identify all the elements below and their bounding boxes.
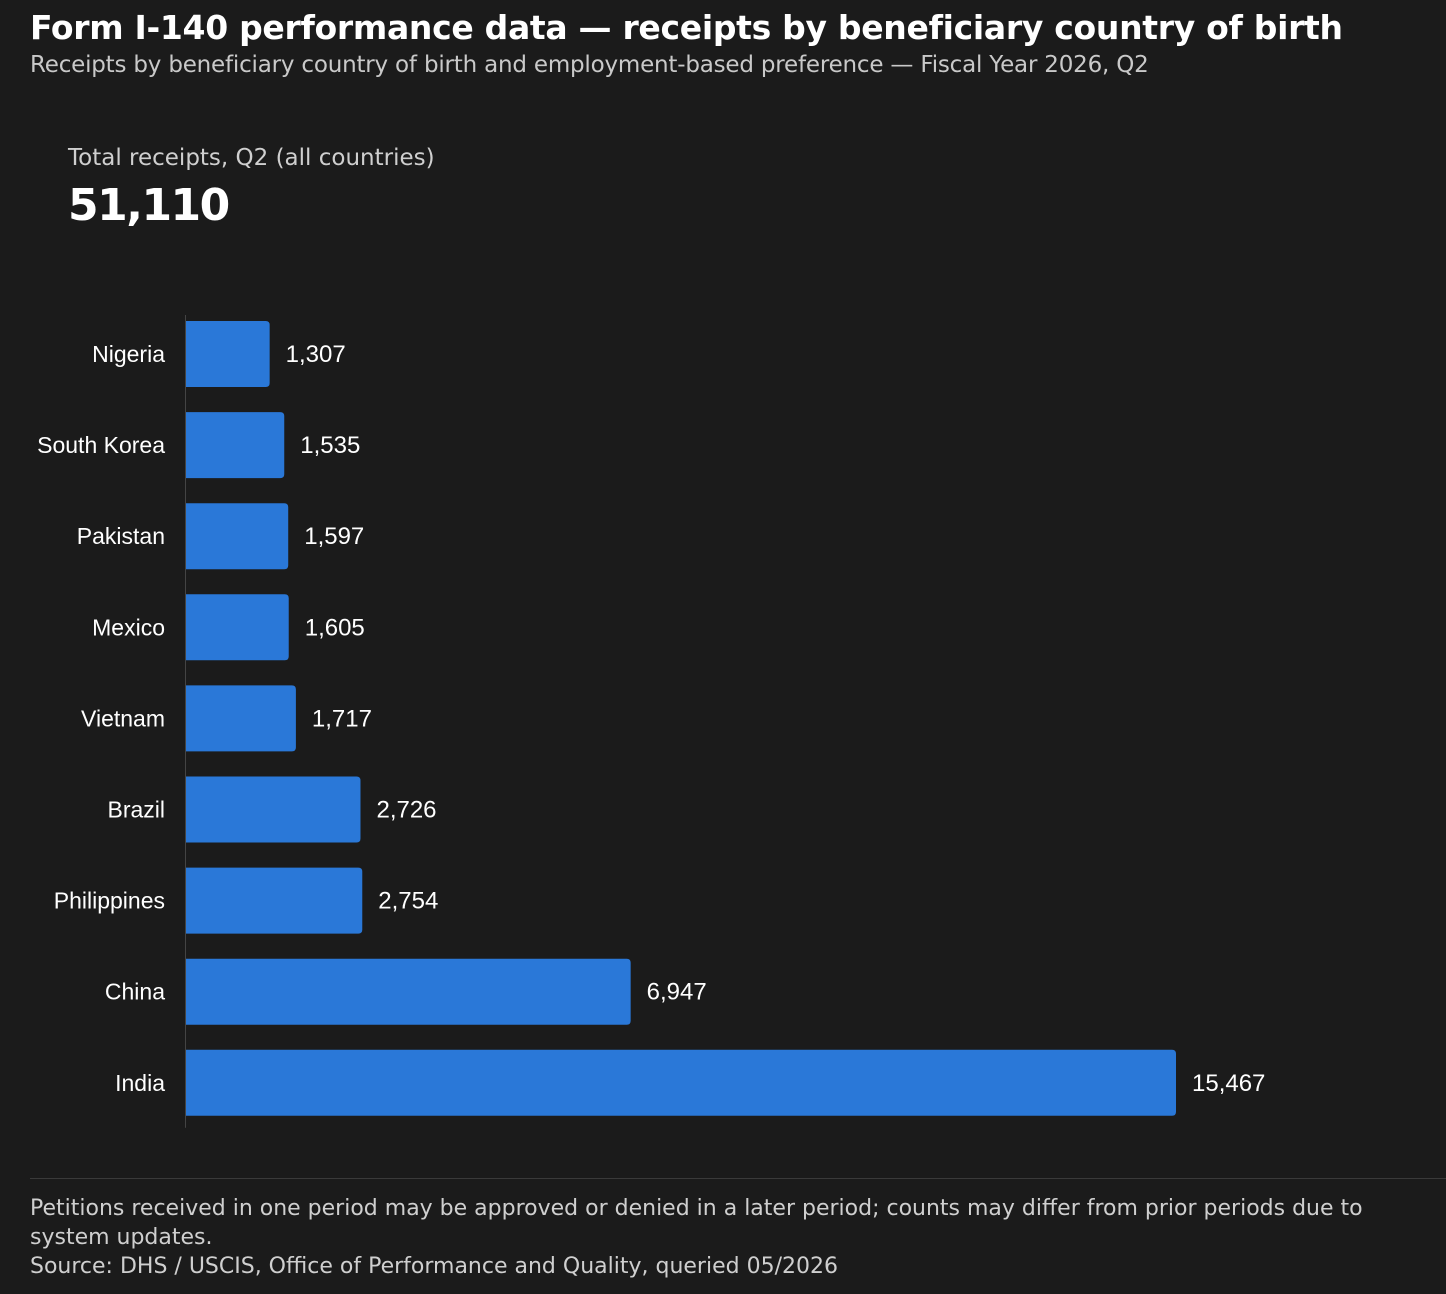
chart-title: Form I-140 performance data — receipts b… xyxy=(30,8,1343,47)
category-label: China xyxy=(105,979,165,1005)
kpi-value: 51,110 xyxy=(68,180,230,231)
footer-divider xyxy=(30,1178,1446,1179)
category-label: Philippines xyxy=(54,888,165,914)
value-label: 2,754 xyxy=(378,888,438,915)
bar xyxy=(186,867,363,934)
value-label: 1,717 xyxy=(312,705,372,732)
bar xyxy=(186,503,289,570)
bar xyxy=(186,1049,1176,1116)
bar xyxy=(186,321,270,387)
kpi-label: Total receipts, Q2 (all countries) xyxy=(68,145,435,171)
value-label: 1,597 xyxy=(304,523,364,550)
footnote: Petitions received in one period may be … xyxy=(30,1196,1363,1250)
value-label: 15,467 xyxy=(1192,1070,1265,1097)
category-label: Pakistan xyxy=(77,523,165,549)
category-label: Mexico xyxy=(92,614,165,640)
category-label: India xyxy=(115,1070,165,1096)
value-label: 1,535 xyxy=(300,432,360,459)
value-label: 6,947 xyxy=(647,979,707,1006)
bar xyxy=(186,776,361,843)
category-label: Nigeria xyxy=(92,341,165,367)
bar xyxy=(186,958,631,1025)
source-note: Source: DHS / USCIS, Office of Performan… xyxy=(30,1254,838,1279)
category-label: Brazil xyxy=(107,797,165,823)
value-label: 1,605 xyxy=(305,614,365,641)
value-label: 2,726 xyxy=(376,797,436,824)
bar xyxy=(186,412,285,479)
category-label: Vietnam xyxy=(81,705,165,731)
chart-subtitle: Receipts by beneficiary country of birth… xyxy=(30,52,1149,78)
category-label: South Korea xyxy=(37,432,165,458)
value-label: 1,307 xyxy=(286,341,346,368)
bar xyxy=(186,685,296,752)
bar xyxy=(186,594,289,661)
